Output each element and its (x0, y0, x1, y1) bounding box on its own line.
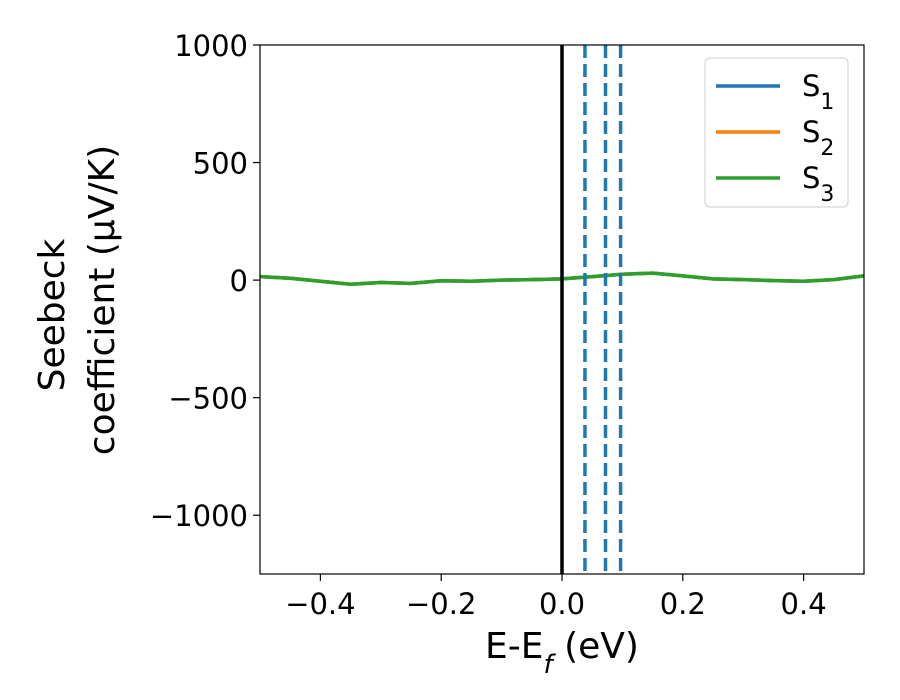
x-axis-label: E-Ef (eV) (485, 626, 639, 680)
y-tick-label: −1000 (150, 499, 248, 533)
legend-label-sub: 1 (820, 90, 834, 115)
y-axis-label-line1: Seebeck (32, 238, 73, 391)
reference-lines (560, 45, 623, 574)
legend-label-sub: 2 (820, 136, 834, 161)
x-axis-label-main: E-E (485, 626, 543, 667)
legend-label-s1: S1 (802, 69, 834, 115)
x-tick-label: 0.2 (660, 587, 706, 621)
y-tick-label: −500 (168, 382, 248, 416)
legend-label-main: S (802, 161, 820, 195)
y-tick-label: 0 (230, 264, 248, 298)
legend-label-s3: S3 (802, 161, 834, 207)
y-axis-label-line2: coefficient (μV/K) (82, 145, 123, 455)
x-tick-label: 0.4 (781, 587, 827, 621)
legend-label-main: S (802, 69, 820, 103)
x-tick-label: −0.2 (406, 587, 476, 621)
legend-label-s2: S2 (802, 115, 834, 161)
y-tick-label: 1000 (174, 29, 248, 63)
axis-ticks: −0.4 −0.2 0.0 0.2 0.4 1000 500 0 −500 −1000 (150, 29, 827, 621)
plot-frame (259, 44, 865, 575)
x-tick-label: 0.0 (539, 587, 585, 621)
legend-label-sub: 3 (820, 182, 834, 207)
legend-label-main: S (802, 115, 820, 149)
x-axis-label-unit: (eV) (553, 626, 639, 667)
x-tick-label: −0.4 (285, 587, 355, 621)
y-tick-label: 500 (193, 147, 248, 181)
